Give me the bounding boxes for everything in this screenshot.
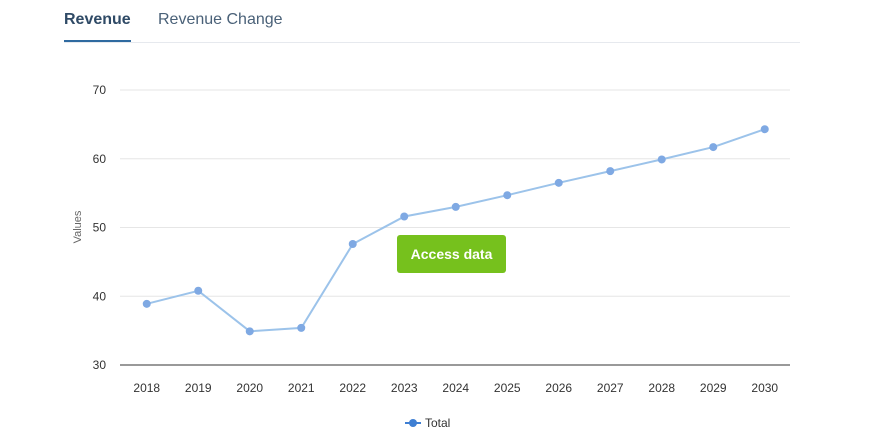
x-tick-label: 2024	[442, 381, 469, 395]
tab-revenue-change[interactable]: Revenue Change	[158, 11, 283, 28]
data-point[interactable]	[451, 202, 460, 211]
gridlines	[120, 89, 790, 297]
y-axis-label: Values	[72, 210, 84, 243]
axes: 30 40 50 60 70 2018 2019 2020 2021 2022 2023 2024 20…	[93, 83, 790, 395]
x-tick-label: 2023	[391, 381, 418, 395]
x-tick-label: 2029	[700, 381, 727, 395]
data-point[interactable]	[657, 155, 666, 164]
x-tick-label: 2022	[339, 381, 366, 395]
x-tick-label: 2027	[597, 381, 624, 395]
data-point[interactable]	[297, 323, 306, 332]
y-tick-label: 40	[93, 289, 107, 303]
x-tick-label: 2028	[648, 381, 675, 395]
y-tick-label: 30	[93, 358, 107, 372]
data-point[interactable]	[554, 178, 563, 187]
x-tick-label: 2030	[751, 381, 778, 395]
series-line-total	[146, 128, 766, 333]
x-tick-label: 2020	[236, 381, 263, 395]
data-point[interactable]	[245, 327, 254, 336]
data-point[interactable]	[194, 286, 203, 295]
y-tick-label: 50	[93, 221, 107, 235]
legend-item-total[interactable]: Total	[405, 414, 450, 432]
legend-label: Total	[425, 416, 451, 430]
x-tick-label: 2018	[133, 381, 160, 395]
data-point[interactable]	[142, 299, 151, 308]
series-total	[142, 125, 769, 336]
legend-marker-icon	[405, 418, 421, 428]
access-data-button[interactable]: Access data	[397, 235, 506, 273]
data-point[interactable]	[400, 212, 409, 221]
x-tick-label: 2019	[185, 381, 212, 395]
y-tick-label: 70	[93, 83, 107, 97]
tab-revenue[interactable]: Revenue	[64, 0, 131, 42]
x-tick-label: 2021	[288, 381, 315, 395]
data-point[interactable]	[503, 191, 512, 200]
x-tick-label: 2025	[494, 381, 521, 395]
y-tick-label: 60	[93, 152, 107, 166]
data-point[interactable]	[606, 167, 615, 176]
tab-bar: Revenue Revenue Change	[64, 0, 800, 43]
data-point[interactable]	[348, 240, 357, 248]
x-tick-label: 2026	[545, 381, 572, 395]
data-point[interactable]	[709, 143, 718, 152]
data-point[interactable]	[760, 125, 769, 134]
